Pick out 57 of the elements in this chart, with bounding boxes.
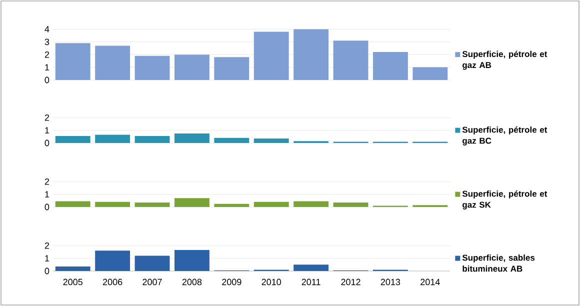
- bar: [55, 136, 90, 143]
- y-tick-label: 2: [44, 242, 50, 249]
- bar: [294, 201, 329, 207]
- bar: [55, 201, 90, 207]
- x-tick-label: 2011: [302, 278, 320, 286]
- y-tick-label: 2: [44, 178, 50, 185]
- y-tick-label: 2: [44, 114, 50, 121]
- y-tick-label: 0: [44, 140, 50, 146]
- bar: [174, 133, 210, 143]
- x-tick-label: 2007: [142, 278, 162, 286]
- y-tick-label: 0: [44, 76, 50, 84]
- bar: [254, 32, 289, 80]
- y-tick-label: 1: [45, 255, 50, 262]
- y-tick-label: 0: [44, 268, 50, 274]
- x-tick-label: 2006: [103, 278, 122, 286]
- bar: [214, 138, 250, 143]
- bar: [254, 202, 289, 207]
- bar: [174, 198, 210, 207]
- bar: [134, 202, 170, 207]
- bar: [412, 67, 448, 80]
- bar: [174, 54, 210, 80]
- bar: [134, 56, 170, 80]
- bar: [294, 29, 329, 80]
- x-tick-label: 2005: [63, 278, 82, 286]
- bar: [55, 266, 90, 271]
- bar: [254, 138, 289, 143]
- bar: [95, 202, 130, 207]
- bar: [95, 250, 130, 271]
- legend-label: Superficie, sables bitumineux AB: [462, 254, 535, 272]
- x-tick-label: 2014: [420, 278, 440, 286]
- y-tick-label: 1: [45, 64, 50, 70]
- bar: [134, 256, 170, 271]
- bar: [214, 204, 250, 207]
- bar: [294, 264, 329, 271]
- y-tick-label: 2: [44, 51, 50, 58]
- legend-label: Superficie, pétrole et gaz BC: [462, 126, 548, 146]
- bar: [333, 202, 368, 207]
- legend-label: Superficie, pétrole et gaz SK: [462, 190, 548, 210]
- bar: [95, 134, 130, 143]
- y-tick-label: 1: [45, 191, 50, 198]
- bar: [214, 57, 250, 80]
- bar: [333, 40, 368, 80]
- bar: [134, 136, 170, 143]
- x-tick-label: 2008: [182, 278, 202, 286]
- x-tick-label: 2012: [341, 278, 360, 286]
- x-tick-label: 2013: [380, 278, 400, 286]
- bar: [372, 52, 408, 80]
- bar: [55, 43, 90, 80]
- y-tick-label: 4: [44, 26, 50, 32]
- x-tick-label: 2010: [262, 278, 282, 286]
- y-tick-label: 3: [44, 38, 50, 46]
- bar: [174, 250, 210, 271]
- y-tick-label: 0: [44, 204, 50, 210]
- bar: [95, 46, 130, 80]
- y-tick-label: 1: [45, 127, 50, 134]
- x-tick-label: 2009: [222, 278, 242, 286]
- legend-label: Superficie, pétrole et gaz AB: [462, 50, 548, 70]
